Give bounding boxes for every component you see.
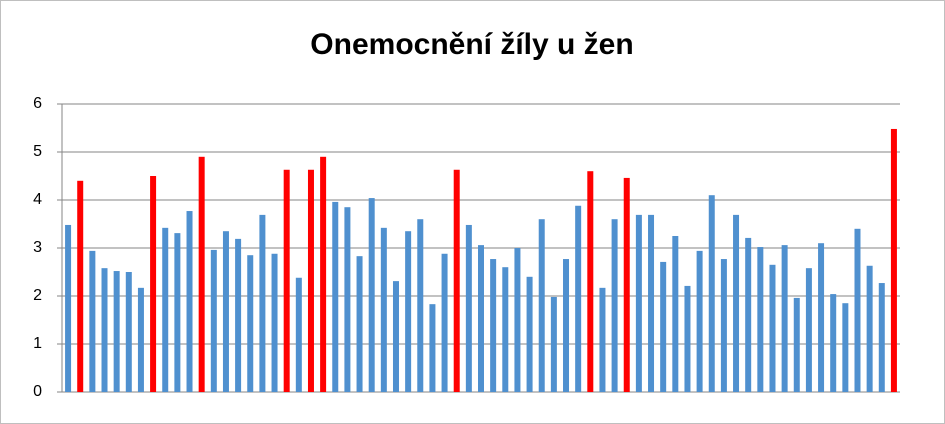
bar <box>708 195 715 392</box>
bar <box>854 228 861 392</box>
bar <box>405 231 412 392</box>
bar <box>587 171 594 392</box>
bar <box>307 169 314 392</box>
bar <box>186 211 193 392</box>
bar <box>150 176 157 392</box>
bar <box>89 250 96 392</box>
y-tick-label: 3 <box>33 239 42 256</box>
bar <box>417 219 424 392</box>
bar <box>757 247 764 392</box>
bar <box>769 264 776 392</box>
bar <box>235 238 242 392</box>
bar <box>866 265 873 392</box>
bar <box>599 287 606 392</box>
y-tick-label: 1 <box>33 335 42 352</box>
bar <box>259 214 266 392</box>
bar <box>745 237 752 392</box>
bar <box>672 236 679 392</box>
bar <box>550 296 557 392</box>
bar <box>478 245 484 392</box>
bar <box>720 259 727 392</box>
bar <box>526 276 533 392</box>
bar <box>295 277 302 392</box>
bar <box>611 219 618 392</box>
bar <box>648 214 655 392</box>
bar <box>392 281 399 392</box>
y-tick-label: 4 <box>33 191 42 208</box>
bar <box>490 259 497 392</box>
bar <box>465 224 472 392</box>
bar <box>878 283 885 392</box>
bar <box>380 227 387 392</box>
bar <box>563 259 570 392</box>
bar <box>781 245 788 392</box>
y-tick-label: 0 <box>33 383 42 400</box>
bar <box>125 272 132 392</box>
bar <box>660 261 667 392</box>
bar <box>429 304 436 392</box>
bar <box>113 271 120 392</box>
bar <box>502 267 509 392</box>
bar <box>818 243 825 392</box>
bar <box>174 233 181 392</box>
bar <box>635 214 642 392</box>
bar <box>575 205 582 392</box>
bar <box>842 303 849 392</box>
bar <box>733 214 740 392</box>
bar <box>890 128 897 392</box>
bar <box>332 201 339 392</box>
bar <box>162 227 169 392</box>
bar <box>65 224 72 392</box>
bar <box>830 294 837 392</box>
bar <box>805 268 812 392</box>
bar <box>222 231 229 392</box>
bar <box>368 198 375 392</box>
bar <box>696 250 703 392</box>
bar <box>684 285 691 392</box>
bar <box>320 156 327 392</box>
bar <box>356 256 363 392</box>
bar <box>271 253 278 392</box>
bar <box>514 248 521 392</box>
bar <box>344 207 351 392</box>
bar <box>101 268 108 392</box>
y-tick-label: 5 <box>33 143 42 160</box>
bar <box>441 253 448 392</box>
bar <box>453 169 460 392</box>
y-tick-label: 6 <box>33 95 42 112</box>
bar <box>538 219 545 392</box>
bar <box>77 180 84 392</box>
chart-title: Onemocnění žíly u žen <box>310 28 633 61</box>
bar <box>137 287 144 392</box>
y-tick-label: 2 <box>33 287 42 304</box>
bar <box>793 297 800 392</box>
bar <box>623 177 630 392</box>
bar <box>198 156 205 392</box>
bar <box>210 249 217 392</box>
bar <box>247 255 254 392</box>
bar <box>283 169 290 392</box>
